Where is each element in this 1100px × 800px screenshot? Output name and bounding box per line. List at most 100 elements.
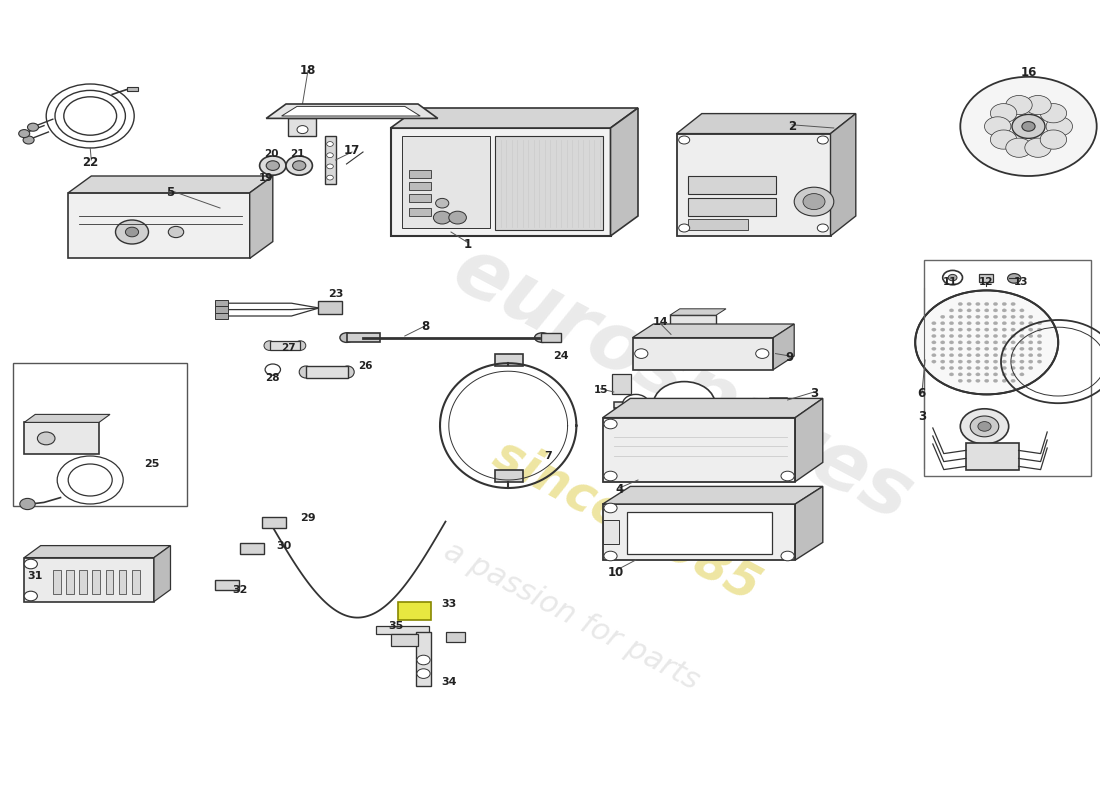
Text: 34: 34 xyxy=(441,677,456,686)
Circle shape xyxy=(803,194,825,210)
Circle shape xyxy=(1020,309,1024,312)
Circle shape xyxy=(756,349,769,358)
Bar xyxy=(541,333,561,342)
Circle shape xyxy=(266,161,279,170)
Ellipse shape xyxy=(340,333,353,342)
Circle shape xyxy=(1011,309,1015,312)
Circle shape xyxy=(817,224,828,232)
Circle shape xyxy=(1011,341,1015,344)
Bar xyxy=(240,543,264,554)
Bar xyxy=(92,570,100,594)
Text: 27: 27 xyxy=(280,343,296,353)
Circle shape xyxy=(297,126,308,134)
Text: 19: 19 xyxy=(258,173,274,182)
Circle shape xyxy=(1028,334,1033,338)
Circle shape xyxy=(932,347,936,350)
Circle shape xyxy=(1028,328,1033,331)
Bar xyxy=(66,570,74,594)
Circle shape xyxy=(327,164,333,169)
Circle shape xyxy=(1012,114,1045,138)
Circle shape xyxy=(1002,302,1006,306)
Circle shape xyxy=(1028,366,1033,370)
Circle shape xyxy=(1002,373,1006,376)
Circle shape xyxy=(958,373,962,376)
Circle shape xyxy=(1020,334,1024,338)
Circle shape xyxy=(984,347,989,350)
Polygon shape xyxy=(670,309,726,315)
Polygon shape xyxy=(68,176,273,193)
Bar xyxy=(632,338,773,370)
Text: 13: 13 xyxy=(1013,277,1028,286)
Circle shape xyxy=(679,224,690,232)
Circle shape xyxy=(1028,347,1033,350)
Circle shape xyxy=(327,153,333,158)
Circle shape xyxy=(958,379,962,382)
Ellipse shape xyxy=(341,366,354,378)
Circle shape xyxy=(940,341,945,344)
Circle shape xyxy=(948,274,957,281)
Bar xyxy=(324,136,336,184)
Polygon shape xyxy=(282,106,420,116)
Circle shape xyxy=(1002,328,1006,331)
Text: 3: 3 xyxy=(810,387,818,400)
Circle shape xyxy=(168,226,184,238)
Circle shape xyxy=(1011,322,1015,325)
Circle shape xyxy=(1002,341,1006,344)
Circle shape xyxy=(1028,322,1033,325)
Circle shape xyxy=(28,123,38,131)
Bar xyxy=(761,408,789,416)
Circle shape xyxy=(1025,138,1052,158)
Text: 6: 6 xyxy=(917,387,926,400)
Circle shape xyxy=(976,341,980,344)
Circle shape xyxy=(967,354,971,357)
Circle shape xyxy=(967,347,971,350)
Circle shape xyxy=(967,322,971,325)
Bar xyxy=(106,570,113,594)
Circle shape xyxy=(967,373,971,376)
Text: 24: 24 xyxy=(553,351,569,361)
Circle shape xyxy=(417,655,430,665)
Circle shape xyxy=(984,354,989,357)
Polygon shape xyxy=(250,176,273,258)
Polygon shape xyxy=(773,324,794,370)
Circle shape xyxy=(967,302,971,306)
Circle shape xyxy=(1020,354,1024,357)
Circle shape xyxy=(976,315,980,318)
Circle shape xyxy=(993,360,998,363)
Circle shape xyxy=(1002,309,1006,312)
Circle shape xyxy=(1020,328,1024,331)
Text: 2: 2 xyxy=(788,120,796,133)
Bar xyxy=(979,274,993,282)
Circle shape xyxy=(940,334,945,338)
Circle shape xyxy=(116,220,148,244)
Circle shape xyxy=(817,136,828,144)
Circle shape xyxy=(967,341,971,344)
Circle shape xyxy=(949,354,954,357)
Bar xyxy=(416,632,431,686)
Bar xyxy=(603,520,619,544)
Polygon shape xyxy=(24,546,170,558)
Circle shape xyxy=(260,156,286,175)
Text: 20: 20 xyxy=(264,149,279,158)
Bar xyxy=(24,422,99,454)
Circle shape xyxy=(1011,302,1015,306)
Bar xyxy=(214,306,228,313)
Circle shape xyxy=(24,591,37,601)
Circle shape xyxy=(967,360,971,363)
Circle shape xyxy=(433,211,451,224)
Circle shape xyxy=(1002,354,1006,357)
Circle shape xyxy=(1037,360,1042,363)
Circle shape xyxy=(604,471,617,481)
Circle shape xyxy=(958,360,962,363)
Circle shape xyxy=(1011,366,1015,370)
Circle shape xyxy=(1020,373,1024,376)
Text: 4: 4 xyxy=(615,483,624,496)
Bar xyxy=(214,300,228,306)
Circle shape xyxy=(1011,347,1015,350)
Circle shape xyxy=(993,309,998,312)
Polygon shape xyxy=(632,324,794,338)
Circle shape xyxy=(940,360,945,363)
Text: 35: 35 xyxy=(388,621,404,630)
Circle shape xyxy=(1037,334,1042,338)
Circle shape xyxy=(949,360,954,363)
